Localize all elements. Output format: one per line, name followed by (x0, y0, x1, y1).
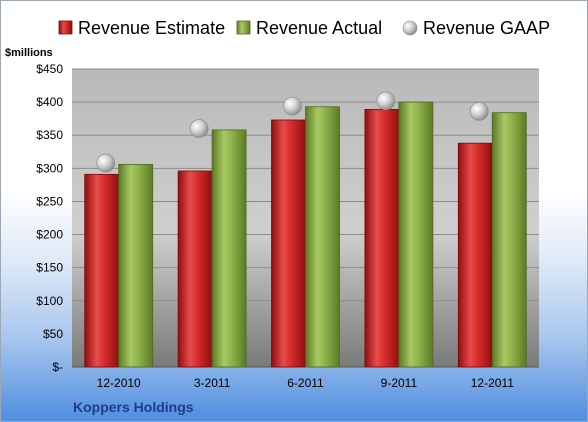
x-tick-label: 3-2011 (194, 376, 231, 390)
bar-revenue-estimate (364, 108, 400, 368)
y-tick-label: $250 (36, 194, 63, 208)
legend: Revenue Estimate Revenue Actual Revenue GA… (58, 18, 550, 38)
bar-revenue-estimate (457, 142, 493, 368)
y-tick-label: $400 (36, 95, 63, 109)
x-tick-label: 9-2011 (381, 376, 418, 390)
legend-swatch (58, 20, 73, 35)
y-tick-label: $- (52, 360, 63, 374)
legend-swatch (402, 20, 418, 36)
bar-revenue-actual (491, 112, 527, 368)
x-tick-label: 12-2011 (471, 376, 514, 390)
bar-revenue-estimate (84, 173, 120, 368)
bar-revenue-actual (398, 101, 434, 368)
gaap-marker (189, 119, 209, 138)
legend-label: Revenue Actual (256, 18, 382, 38)
company-name: Koppers Holdings (73, 399, 194, 415)
bar-revenue-actual (118, 163, 154, 368)
gaap-marker (376, 91, 396, 111)
legend-label: Revenue Estimate (78, 18, 225, 38)
y-tick-label: $50 (43, 327, 63, 341)
y-tick-label: $150 (36, 261, 63, 275)
y-tick-label: $350 (36, 128, 63, 142)
legend-swatch (236, 20, 251, 35)
x-tick-label: 12-2010 (97, 376, 141, 390)
bar-revenue-estimate (177, 170, 213, 368)
legend-label: Revenue GAAP (423, 18, 550, 38)
bar-revenue-estimate (271, 119, 306, 368)
bar-revenue-actual (211, 129, 247, 368)
y-tick-label: $200 (36, 228, 63, 242)
y-axis-ticks: $- $50 $100 $150 $200 $250 $300 $350 $400 $450 (36, 62, 63, 374)
x-axis-ticks: 12-2010 3-2011 6-2011 9-2011 12-2011 (97, 376, 515, 390)
gaap-marker (96, 153, 115, 173)
y-tick-label: $100 (36, 294, 63, 308)
unit-label: $millions (5, 47, 53, 59)
gaap-markers (96, 91, 489, 173)
y-tick-label: $300 (36, 161, 63, 175)
bar-revenue-actual (305, 106, 340, 368)
x-tick-label: 6-2011 (287, 376, 324, 390)
gaap-marker (469, 102, 489, 121)
bars (84, 101, 527, 368)
y-tick-label: $450 (36, 62, 63, 76)
gaap-marker (283, 96, 302, 116)
